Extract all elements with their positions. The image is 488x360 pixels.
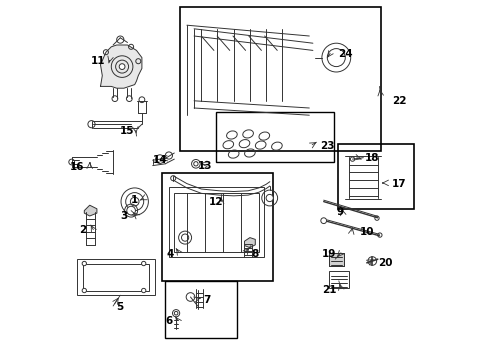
Circle shape	[141, 261, 145, 266]
Polygon shape	[244, 238, 255, 248]
Text: 19: 19	[321, 249, 336, 259]
Text: 17: 17	[391, 179, 406, 189]
Text: 2: 2	[80, 225, 87, 235]
Text: 13: 13	[197, 161, 212, 171]
Circle shape	[82, 288, 86, 293]
Text: 6: 6	[165, 316, 172, 326]
Circle shape	[265, 194, 273, 202]
Polygon shape	[101, 45, 142, 88]
Bar	[328, 271, 348, 288]
Circle shape	[126, 206, 135, 215]
Text: 4: 4	[166, 249, 174, 259]
Circle shape	[141, 288, 145, 293]
Text: 22: 22	[391, 96, 406, 106]
Text: 15: 15	[120, 126, 135, 136]
Circle shape	[119, 64, 125, 69]
Text: 14: 14	[152, 155, 167, 165]
Bar	[162, 173, 273, 281]
Text: 12: 12	[208, 197, 223, 207]
Text: 21: 21	[321, 285, 336, 295]
Circle shape	[82, 261, 86, 266]
Text: 1: 1	[131, 195, 138, 205]
Polygon shape	[84, 205, 97, 216]
Bar	[165, 281, 237, 338]
Bar	[168, 187, 264, 257]
Circle shape	[377, 233, 381, 237]
Circle shape	[126, 96, 132, 102]
Text: 11: 11	[90, 56, 105, 66]
Bar	[77, 259, 154, 295]
Bar	[337, 144, 413, 209]
Text: 7: 7	[203, 294, 210, 305]
Text: 10: 10	[359, 227, 373, 237]
Text: 18: 18	[365, 153, 379, 163]
Text: 24: 24	[337, 49, 352, 59]
Text: 9: 9	[336, 207, 343, 217]
Bar	[328, 253, 343, 266]
Text: 20: 20	[377, 258, 391, 268]
Bar	[328, 253, 343, 266]
Bar	[215, 112, 334, 162]
Bar	[179, 7, 381, 151]
Text: 8: 8	[251, 249, 259, 259]
Circle shape	[193, 162, 198, 166]
Bar	[82, 264, 149, 291]
Bar	[174, 193, 258, 252]
Circle shape	[374, 216, 378, 220]
Text: 5: 5	[117, 302, 123, 312]
Circle shape	[349, 157, 354, 161]
Circle shape	[112, 96, 118, 102]
Circle shape	[181, 234, 188, 241]
Text: 23: 23	[320, 141, 334, 151]
Text: 16: 16	[70, 162, 84, 172]
Circle shape	[174, 311, 178, 315]
Text: 3: 3	[120, 211, 127, 221]
